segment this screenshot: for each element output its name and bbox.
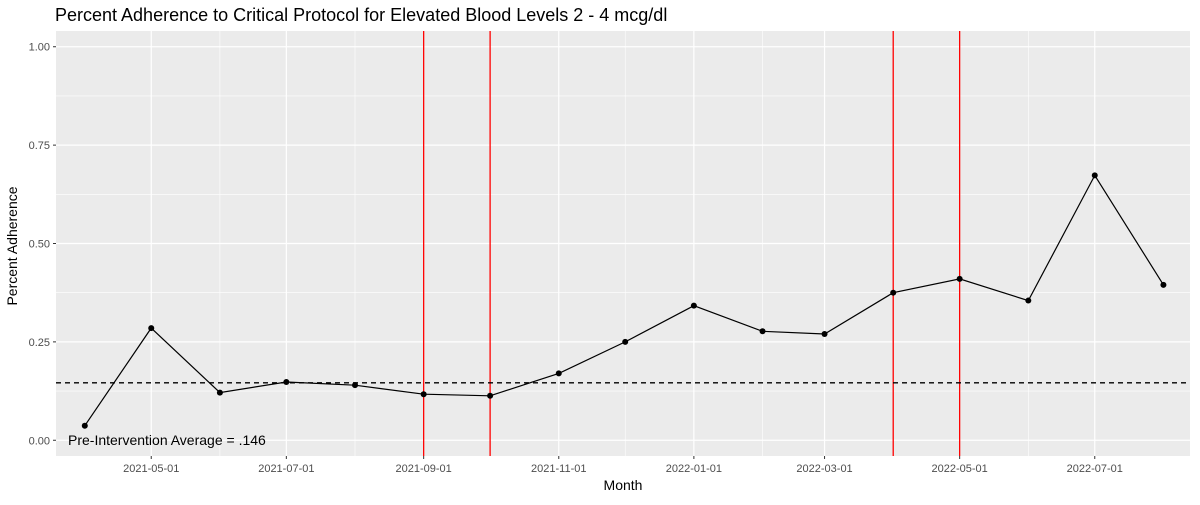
data-point: [622, 338, 629, 345]
data-point: [690, 302, 697, 309]
y-axis: 0.00 0.25 0.50 0.75 1.00: [29, 42, 56, 447]
data-point: [555, 370, 562, 377]
x-tick-label: 2021-09-01: [396, 463, 452, 475]
x-tick-label: 2022-01-01: [666, 463, 722, 475]
y-tick-label: 1.00: [29, 42, 50, 54]
x-axis: 2021-05-01 2021-07-01 2021-09-01 2021-11-01…: [123, 456, 1123, 475]
x-tick-label: 2022-03-01: [796, 463, 852, 475]
data-point: [81, 422, 88, 429]
vertical-markers: [423, 31, 961, 456]
series-points: [81, 172, 1167, 429]
data-point: [956, 275, 963, 282]
data-point: [420, 391, 427, 398]
data-point: [821, 331, 828, 338]
y-tick-label: 0.75: [29, 140, 50, 152]
y-tick-label: 0.00: [29, 435, 50, 447]
data-point: [283, 379, 290, 386]
y-tick-label: 0.25: [29, 337, 50, 349]
y-tick-label: 0.50: [29, 239, 50, 251]
data-point: [1025, 297, 1032, 304]
data-point: [1091, 172, 1098, 179]
data-point: [890, 289, 897, 296]
data-point: [352, 382, 359, 389]
data-point: [487, 392, 494, 399]
data-point: [759, 328, 766, 335]
x-tick-label: 2021-11-01: [531, 463, 586, 475]
chart-title: Percent Adherence to Critical Protocol f…: [55, 5, 667, 25]
x-tick-label: 2022-07-01: [1067, 463, 1123, 475]
data-point: [1160, 281, 1167, 288]
data-point: [148, 325, 155, 332]
x-axis-title: Month: [604, 477, 643, 493]
y-axis-title: Percent Adherence: [4, 186, 20, 305]
data-point: [216, 389, 223, 396]
x-tick-label: 2022-05-01: [932, 463, 988, 475]
x-tick-label: 2021-07-01: [258, 463, 314, 475]
annotation-label: Pre-Intervention Average = .146: [68, 432, 266, 448]
x-tick-label: 2021-05-01: [123, 463, 179, 475]
